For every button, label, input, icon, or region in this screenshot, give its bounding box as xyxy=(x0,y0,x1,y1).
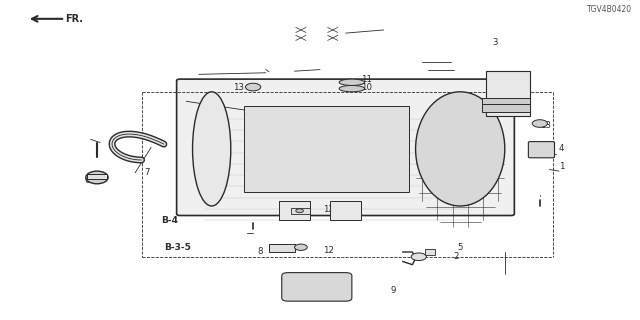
Text: 8: 8 xyxy=(257,247,262,257)
Text: 2: 2 xyxy=(454,252,460,261)
Ellipse shape xyxy=(86,171,108,184)
Text: 13: 13 xyxy=(540,121,551,130)
Bar xyxy=(330,201,362,220)
FancyBboxPatch shape xyxy=(529,142,554,158)
Text: 5: 5 xyxy=(457,243,463,252)
Text: B-3-5: B-3-5 xyxy=(164,243,191,252)
FancyBboxPatch shape xyxy=(282,273,352,301)
Text: 6: 6 xyxy=(84,176,90,185)
Bar xyxy=(278,201,310,220)
Text: 4: 4 xyxy=(559,144,564,153)
Circle shape xyxy=(411,253,426,260)
Bar xyxy=(483,98,531,105)
Text: 13: 13 xyxy=(232,83,244,92)
Bar xyxy=(425,249,435,255)
Text: 7: 7 xyxy=(145,168,150,177)
Text: B-4: B-4 xyxy=(161,216,178,225)
Ellipse shape xyxy=(339,85,365,92)
Text: 11: 11 xyxy=(492,75,503,84)
Text: 10: 10 xyxy=(492,83,503,92)
FancyBboxPatch shape xyxy=(177,79,515,215)
Ellipse shape xyxy=(415,92,505,206)
Bar xyxy=(88,174,106,179)
Bar xyxy=(244,106,409,192)
Bar xyxy=(291,208,310,214)
Circle shape xyxy=(294,244,307,251)
Bar xyxy=(483,105,531,112)
Circle shape xyxy=(532,120,547,127)
Circle shape xyxy=(246,83,260,91)
Bar xyxy=(486,71,531,116)
Text: 10: 10 xyxy=(362,83,372,92)
Ellipse shape xyxy=(339,79,365,85)
Text: FR.: FR. xyxy=(65,14,83,24)
Text: TGV4B0420: TGV4B0420 xyxy=(587,5,632,14)
Circle shape xyxy=(296,209,303,213)
Text: 3: 3 xyxy=(492,38,497,47)
Text: 12: 12 xyxy=(323,205,334,214)
Text: 1: 1 xyxy=(559,162,564,171)
Text: 12: 12 xyxy=(323,246,334,255)
Text: 11: 11 xyxy=(362,75,372,84)
Bar xyxy=(269,244,294,252)
Ellipse shape xyxy=(193,92,231,206)
Text: 9: 9 xyxy=(390,285,396,295)
